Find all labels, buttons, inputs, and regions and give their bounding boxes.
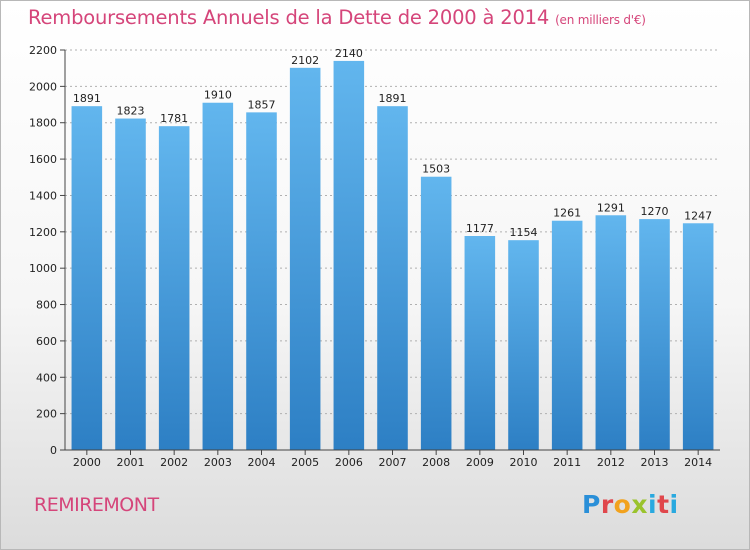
y-tick-label: 2200 xyxy=(29,44,57,57)
bar xyxy=(551,220,583,450)
bar xyxy=(115,118,146,450)
y-tick-label: 1400 xyxy=(29,189,57,202)
x-tick-label: 2011 xyxy=(553,456,581,469)
x-tick-label: 2007 xyxy=(379,456,407,469)
bar xyxy=(246,112,277,450)
x-tick-label: 2010 xyxy=(510,456,538,469)
bar-value-label: 2102 xyxy=(291,54,319,67)
bar xyxy=(202,102,234,451)
x-tick-label: 2000 xyxy=(73,456,101,469)
y-tick-label: 1600 xyxy=(29,153,57,166)
axes-group: 0 200 400 600 800 1000 1200 1400 1600 1800 2000 220… xyxy=(29,44,720,469)
chart-title: Remboursements Annuels de la Dette de 20… xyxy=(28,6,646,29)
bar-value-label: 1891 xyxy=(379,92,407,105)
y-tick-label: 400 xyxy=(36,371,57,384)
y-tick-label: 1200 xyxy=(29,226,57,239)
bar-value-label: 1781 xyxy=(160,112,188,125)
y-tick-label: 2000 xyxy=(29,80,57,93)
bar xyxy=(377,106,408,450)
y-tick-label: 0 xyxy=(50,444,57,457)
bar xyxy=(333,60,365,451)
bar-value-label: 1910 xyxy=(204,89,232,102)
bar-value-label: 1823 xyxy=(117,105,145,118)
y-tick-label: 600 xyxy=(36,335,57,348)
title-text: Remboursements Annuels de la Dette de 20… xyxy=(28,6,550,29)
bar-value-label: 1177 xyxy=(466,222,494,235)
bar-value-label: 1503 xyxy=(422,163,450,176)
x-tick-label: 2014 xyxy=(684,456,712,469)
bar xyxy=(682,223,714,450)
x-tick-label: 2008 xyxy=(422,456,450,469)
bar-value-label: 1857 xyxy=(248,98,276,111)
bar-value-label: 2140 xyxy=(335,47,363,60)
bar-value-label: 1891 xyxy=(73,92,101,105)
bar xyxy=(639,219,670,450)
y-tick-label: 1000 xyxy=(29,262,57,275)
bar-value-label: 1154 xyxy=(510,226,538,239)
city-name: REMIREMONT xyxy=(34,494,159,516)
y-tick-label: 800 xyxy=(36,299,57,312)
x-tick-label: 2006 xyxy=(335,456,363,469)
bars-group: 1891 1823 1781 1910 1857 2102 2140 1891 1503 1177… xyxy=(71,47,714,451)
x-tick-label: 2003 xyxy=(204,456,232,469)
x-tick-label: 2013 xyxy=(641,456,669,469)
bar xyxy=(420,176,452,450)
bar xyxy=(289,67,321,451)
bar xyxy=(464,236,496,450)
x-tick-label: 2002 xyxy=(160,456,188,469)
bar-value-label: 1261 xyxy=(553,207,581,220)
bar xyxy=(508,240,539,450)
bar xyxy=(595,215,627,450)
bar-value-label: 1291 xyxy=(597,201,625,214)
x-tick-label: 2001 xyxy=(117,456,145,469)
proxiti-logo: Proxiti xyxy=(582,490,679,519)
title-unit: (en milliers d'€) xyxy=(555,13,646,27)
bar xyxy=(158,126,190,450)
x-tick-label: 2005 xyxy=(291,456,319,469)
bar xyxy=(71,106,103,450)
x-tick-label: 2012 xyxy=(597,456,625,469)
x-tick-label: 2009 xyxy=(466,456,494,469)
x-tick-label: 2004 xyxy=(248,456,276,469)
y-tick-label: 1800 xyxy=(29,117,57,130)
bar-value-label: 1247 xyxy=(684,209,712,222)
y-tick-label: 200 xyxy=(36,408,57,421)
bar-value-label: 1270 xyxy=(641,205,669,218)
